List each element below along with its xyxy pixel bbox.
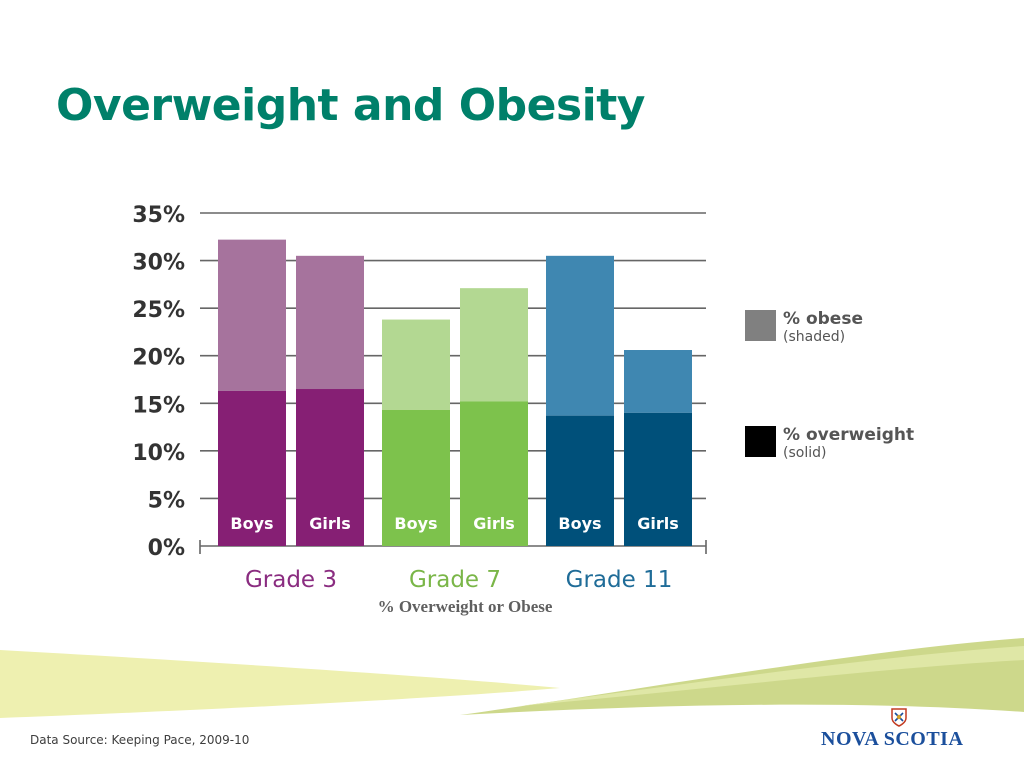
bar-overweight bbox=[546, 415, 614, 546]
chart-caption: % Overweight or Obese bbox=[377, 597, 553, 616]
y-tick-label: 5% bbox=[148, 488, 185, 513]
y-tick-label: 20% bbox=[132, 346, 185, 371]
bar-overweight bbox=[382, 409, 450, 546]
y-tick-label: 10% bbox=[132, 441, 185, 466]
legend-swatch bbox=[745, 310, 776, 341]
nova-scotia-logo: NOVA SCOTIA bbox=[818, 706, 988, 756]
bar-label: Girls bbox=[309, 514, 351, 533]
bar-label: Girls bbox=[473, 514, 515, 533]
bar-label: Girls bbox=[637, 514, 679, 533]
bar-label: Boys bbox=[558, 514, 601, 533]
data-source-note: Data Source: Keeping Pace, 2009-10 bbox=[30, 733, 250, 747]
bar-label: Boys bbox=[230, 514, 273, 533]
legend-sublabel: (solid) bbox=[783, 445, 826, 461]
bar-obese bbox=[218, 239, 286, 391]
bar-overweight bbox=[460, 401, 528, 546]
group-label: Grade 3 bbox=[245, 567, 337, 593]
legend-label: % obese bbox=[783, 309, 863, 329]
y-tick-label: 15% bbox=[132, 393, 185, 418]
group-label: Grade 11 bbox=[566, 567, 673, 593]
decorative-swoosh bbox=[0, 638, 1024, 718]
stacked-bar-chart: 0% 5% 10% 15% 20% 25% 30% 35% Boys Girls Grade 3 Bo… bbox=[132, 203, 914, 593]
y-tick-label: 30% bbox=[132, 251, 185, 276]
bar-overweight bbox=[296, 389, 364, 546]
logo-text: NOVA SCOTIA bbox=[821, 728, 964, 750]
bar-obese bbox=[460, 288, 528, 402]
bar-overweight bbox=[624, 412, 692, 546]
bar-obese bbox=[382, 319, 450, 410]
bar-overweight bbox=[218, 390, 286, 546]
bar-obese bbox=[546, 255, 614, 416]
bar-obese bbox=[296, 255, 364, 390]
legend-swatch bbox=[745, 426, 776, 457]
slide-title: Overweight and Obesity bbox=[56, 80, 645, 131]
bar-obese bbox=[624, 350, 692, 413]
crest-icon bbox=[891, 708, 907, 727]
y-tick-label: 35% bbox=[132, 203, 185, 228]
legend-sublabel: (shaded) bbox=[783, 329, 845, 345]
y-tick-label: 0% bbox=[148, 536, 185, 561]
y-tick-label: 25% bbox=[132, 298, 185, 323]
bar-label: Boys bbox=[394, 514, 437, 533]
group-label: Grade 7 bbox=[409, 567, 501, 593]
legend-label: % overweight bbox=[783, 425, 914, 445]
